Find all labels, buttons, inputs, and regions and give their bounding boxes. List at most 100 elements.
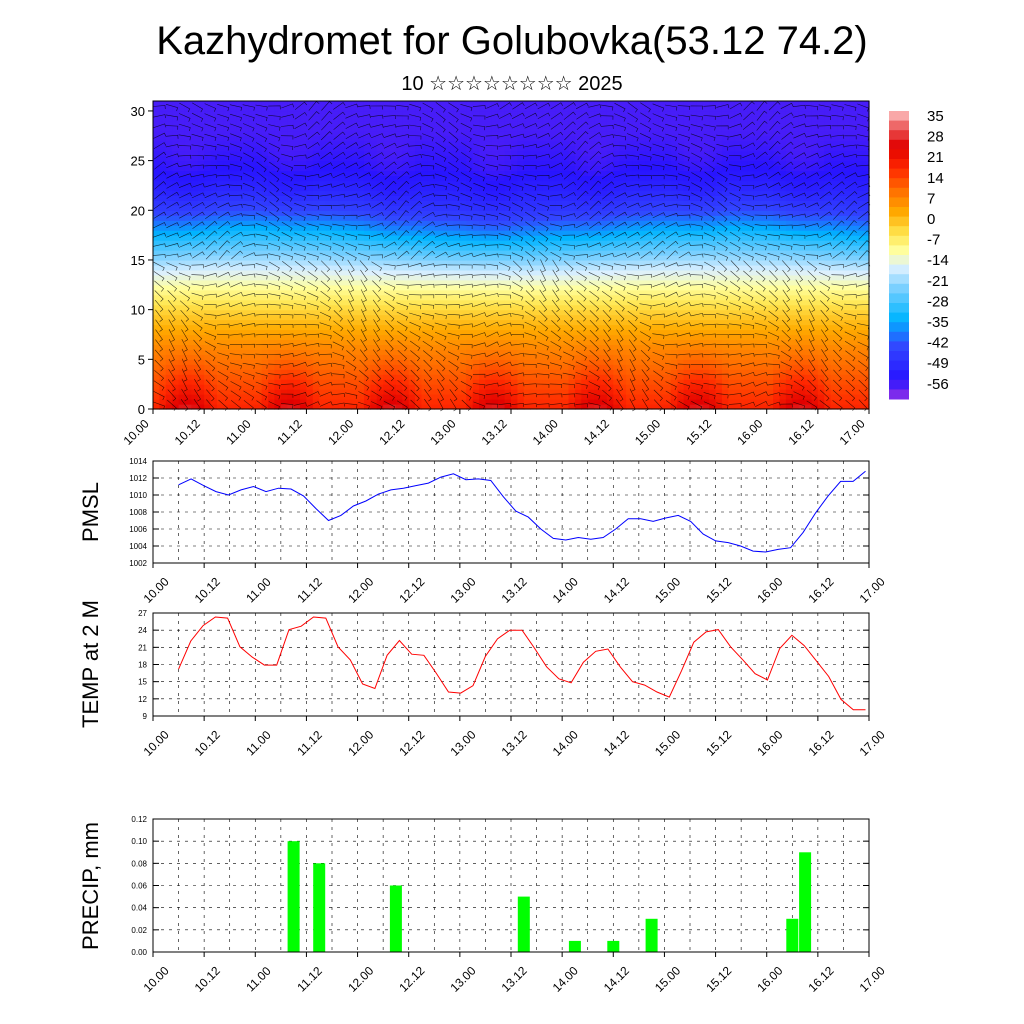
heatmap-cell <box>658 264 666 271</box>
heatmap-cell <box>389 334 397 341</box>
heatmap-cell <box>204 165 212 172</box>
heatmap-cell <box>459 170 467 177</box>
heatmap-cell <box>306 339 314 346</box>
heatmap-cell <box>344 190 352 196</box>
heatmap-cell <box>210 245 218 251</box>
heatmap-cell <box>319 185 327 192</box>
heatmap-cell <box>184 259 192 266</box>
heatmap-cell <box>363 120 371 127</box>
heatmap-cell <box>664 324 672 331</box>
heatmap-cell <box>344 259 352 266</box>
heatmap-cell <box>568 389 576 395</box>
heatmap-cell <box>459 180 467 187</box>
heatmap-cell <box>280 110 288 117</box>
heatmap-cell <box>453 105 461 112</box>
heatmap-cell <box>210 101 218 107</box>
heatmap-cell <box>536 274 544 281</box>
heatmap-cell <box>479 170 487 177</box>
heatmap-cell <box>236 245 244 251</box>
heatmap-cell <box>555 180 563 187</box>
heatmap-cell <box>332 349 339 355</box>
heatmap-cell <box>574 180 582 187</box>
heatmap-cell <box>479 274 487 281</box>
heatmap-cell <box>376 125 384 132</box>
heatmap-cell <box>376 105 384 112</box>
heatmap-cell <box>332 359 339 365</box>
heatmap-cell <box>517 389 525 395</box>
heatmap-cell <box>479 105 487 112</box>
heatmap-cell <box>357 135 365 142</box>
heatmap-cell <box>511 334 518 341</box>
heatmap-cell <box>306 175 314 182</box>
heatmap-cell <box>402 120 410 127</box>
heatmap-cell <box>415 120 423 127</box>
heatmap-cell <box>370 101 378 107</box>
heatmap-cell <box>332 195 339 201</box>
heatmap-cell <box>159 250 167 256</box>
heatmap-cell <box>645 170 653 177</box>
heatmap-cell <box>421 269 429 276</box>
heatmap-cell <box>523 279 531 286</box>
heatmap-cell <box>153 120 160 127</box>
heatmap-cell <box>562 364 570 370</box>
heatmap-cell <box>459 125 467 132</box>
heatmap-cell <box>542 140 550 147</box>
heatmap-cell <box>184 170 192 177</box>
heatmap-cell <box>619 369 627 375</box>
heatmap-cell <box>498 389 506 395</box>
heatmap-cell <box>651 384 659 390</box>
heatmap-cell <box>344 389 352 395</box>
heatmap-cell <box>479 374 487 380</box>
heatmap-cell <box>651 339 659 346</box>
heatmap-cell <box>389 274 397 281</box>
heatmap-cell <box>459 190 467 196</box>
heatmap-cell <box>536 259 544 266</box>
heatmap-cell <box>421 354 429 360</box>
heatmap-cell <box>344 180 352 187</box>
heatmap-cell <box>504 170 512 177</box>
heatmap-cell <box>626 279 634 286</box>
heatmap-cell <box>651 394 659 400</box>
heatmap-cell <box>542 369 550 375</box>
heatmap-cell <box>197 185 205 192</box>
heatmap-cell <box>651 309 659 316</box>
heatmap-cell <box>536 309 544 316</box>
heatmap-cell <box>287 175 295 182</box>
heatmap-cell <box>172 150 180 157</box>
heatmap-cell <box>261 359 269 365</box>
heatmap-cell <box>613 250 621 256</box>
heatmap-cell <box>351 145 359 152</box>
heatmap-cell <box>632 185 640 192</box>
heatmap-cell <box>268 394 276 400</box>
heatmap-cell <box>223 101 231 107</box>
heatmap-cell <box>153 399 160 405</box>
heatmap-cell <box>159 150 167 157</box>
heatmap-cell <box>319 334 327 341</box>
heatmap-cell <box>459 349 467 355</box>
heatmap-cell <box>274 210 282 216</box>
heatmap-cell <box>165 309 173 316</box>
heatmap-cell <box>498 225 506 231</box>
heatmap-cell <box>210 150 218 157</box>
heatmap-cell <box>178 349 186 355</box>
heatmap-cell <box>351 215 359 221</box>
heatmap-cell <box>376 294 384 301</box>
heatmap-cell <box>632 274 640 281</box>
heatmap-cell <box>440 394 448 400</box>
heatmap-cell <box>293 165 301 172</box>
heatmap-cell <box>165 165 173 172</box>
heatmap-cell <box>498 329 506 336</box>
heatmap-cell <box>274 200 282 206</box>
heatmap-cell <box>300 269 308 276</box>
heatmap-cell <box>242 269 250 276</box>
heatmap-cell <box>581 155 589 162</box>
heatmap-cell <box>204 319 212 326</box>
heatmap-cell <box>236 319 244 326</box>
heatmap-cell <box>223 105 231 112</box>
heatmap-cell <box>389 404 397 410</box>
heatmap-cell <box>338 130 346 137</box>
heatmap-cell <box>395 160 403 167</box>
heatmap-cell <box>300 389 308 395</box>
heatmap-cell <box>549 264 557 271</box>
heatmap-cell <box>517 215 525 221</box>
